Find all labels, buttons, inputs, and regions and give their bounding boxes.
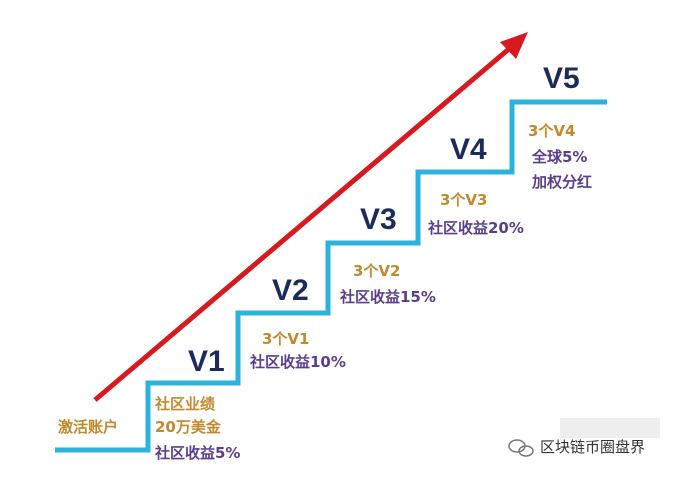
reward: 社区收益10% [249,353,346,371]
requirement: 社区业绩 [154,395,215,413]
level-label: V5 [543,62,580,95]
amount: 20万美金 [155,418,222,436]
level-label: V1 [188,345,225,378]
level-label: V2 [272,274,309,307]
blur-patch [560,418,660,438]
level-label: V3 [360,203,397,236]
start-label: 激活账户 [58,418,118,436]
level-label: V4 [450,133,487,166]
arrow-head [500,32,528,59]
reward: 社区收益5% [154,444,240,462]
requirement: 3个V1 [262,330,309,348]
wechat-icon [508,439,534,457]
reward: 社区收益20% [427,219,524,237]
staircase [55,99,607,453]
reward-extra: 加权分红 [531,173,592,191]
arrow-shaft [93,46,512,402]
watermark: 区块链币圈盘界 [540,438,645,456]
reward: 全球5% [531,148,587,166]
requirement: 3个V3 [440,191,487,209]
requirement: 3个V4 [528,122,575,140]
reward: 社区收益15% [339,288,436,306]
requirement: 3个V2 [353,262,400,280]
